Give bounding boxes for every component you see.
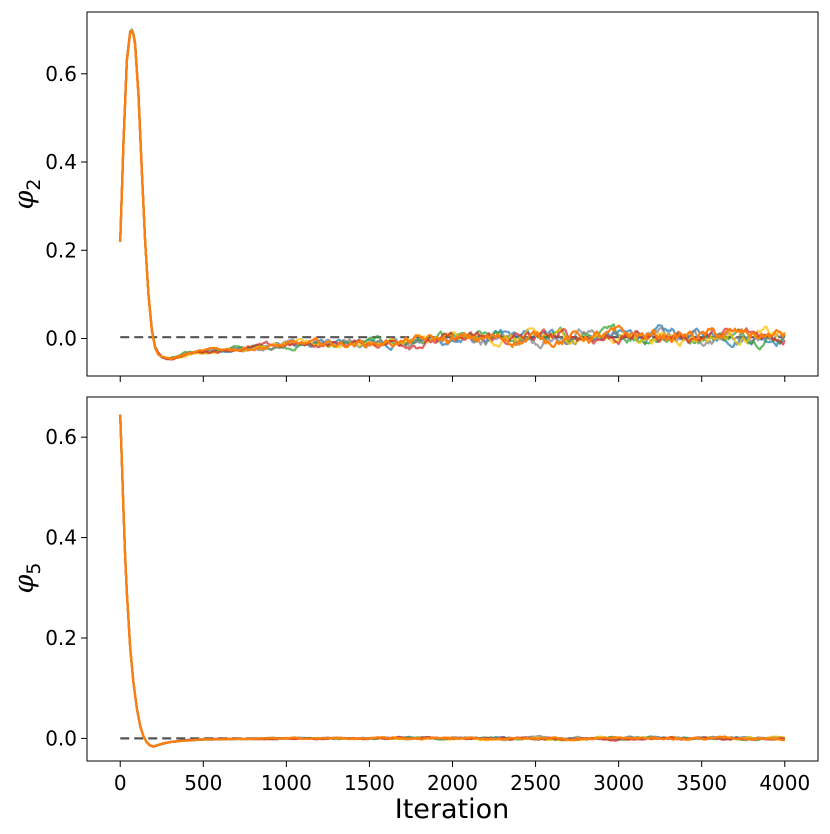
x-tick-label: 3000 <box>593 771 644 795</box>
top-panel: 0.0 0.2 0.4 0.6 φ2 <box>9 11 819 382</box>
x-axis-label: Iteration <box>395 794 510 825</box>
y-tick-label: 0.0 <box>45 726 77 750</box>
y-tick-label: 0.2 <box>45 626 77 650</box>
top-plot-area <box>86 11 819 377</box>
top-y-axis-label: φ2 <box>9 179 45 210</box>
x-tick-label: 2000 <box>427 771 478 795</box>
bottom-plot-area <box>86 396 819 762</box>
top-x-ticks <box>119 376 786 382</box>
bottom-panel: 0.0 0.2 0.4 0.6 0 500 1000 1500 2000 2500 3000 350… <box>9 396 819 825</box>
y-tick-label: 0.6 <box>45 425 77 449</box>
x-tick-label: 2500 <box>510 771 561 795</box>
x-tick-label: 3500 <box>676 771 727 795</box>
x-tick-label: 4000 <box>759 771 810 795</box>
x-tick-label: 1000 <box>261 771 312 795</box>
chain-trace-line <box>119 29 786 361</box>
bottom-series-group <box>119 414 786 748</box>
y-tick-label: 0.6 <box>45 62 77 86</box>
x-tick-label: 500 <box>184 771 222 795</box>
bottom-x-ticks: 0 500 1000 1500 2000 2500 3000 3500 4000 <box>114 761 810 795</box>
y-tick-label: 0.4 <box>45 150 77 174</box>
y-tick-label: 0.2 <box>45 238 77 262</box>
y-tick-label: 0.0 <box>45 326 77 350</box>
bottom-y-ticks: 0.0 0.2 0.4 0.6 <box>45 425 87 750</box>
bottom-y-axis-label: φ5 <box>9 563 45 594</box>
x-tick-label: 1500 <box>344 771 395 795</box>
y-tick-label: 0.4 <box>45 526 77 550</box>
chain-trace-line <box>119 414 785 748</box>
top-y-ticks: 0.0 0.2 0.4 0.6 <box>45 62 87 350</box>
top-series-group <box>119 28 786 361</box>
x-tick-label: 0 <box>114 771 127 795</box>
